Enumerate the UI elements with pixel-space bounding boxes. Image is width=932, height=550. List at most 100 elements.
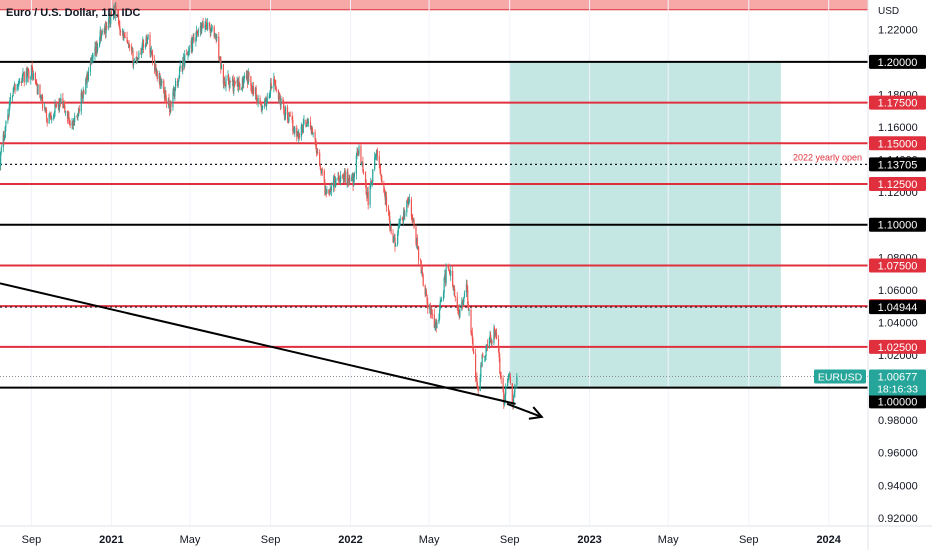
candle-body — [503, 391, 505, 405]
candle-body — [0, 151, 2, 167]
candle-body — [77, 115, 79, 118]
candle-body — [184, 54, 186, 66]
candle-body — [494, 331, 496, 334]
candle-body — [358, 146, 360, 155]
candle-body — [264, 97, 266, 101]
candle-body — [64, 105, 66, 113]
candle-body — [282, 98, 284, 103]
candle-body — [97, 46, 99, 51]
candle-body — [438, 309, 441, 320]
candle-body — [62, 105, 65, 108]
candle-body — [7, 114, 9, 121]
candle-body — [300, 125, 302, 138]
yearly-open-price-tag: 1.13705 — [878, 159, 918, 171]
candle-body — [260, 103, 262, 105]
candle-body — [62, 98, 64, 108]
candle-body — [85, 78, 88, 84]
candle-body — [27, 68, 29, 71]
candle-body — [342, 176, 344, 179]
candle-body — [468, 310, 470, 311]
candle-body — [181, 65, 183, 71]
candle-body — [419, 260, 422, 262]
candle-body — [156, 71, 158, 79]
candle-body — [158, 73, 160, 79]
candle-body — [87, 72, 89, 80]
candle-body — [49, 114, 51, 115]
symbol-tag-bg — [814, 369, 866, 384]
candle-body — [429, 305, 431, 314]
candle-body — [261, 107, 263, 111]
y-tick-label: 0.96000 — [878, 448, 918, 460]
candle-body — [385, 196, 387, 200]
candle-body — [23, 72, 25, 83]
x-tick-label: May — [658, 534, 679, 546]
candle-body — [95, 43, 97, 53]
candle-body — [495, 331, 497, 334]
candle-body — [493, 328, 495, 344]
candle-body — [384, 193, 386, 200]
candle-body — [340, 175, 342, 181]
candle-body — [406, 200, 409, 202]
candle-body — [209, 26, 211, 33]
candle-body — [301, 125, 303, 127]
candle-body — [14, 83, 16, 91]
candle-body — [201, 22, 204, 25]
candle-body — [118, 23, 120, 27]
candle-body — [292, 131, 295, 132]
candle-body — [109, 15, 111, 24]
candle-body — [421, 271, 424, 276]
candle-body — [307, 122, 309, 123]
candle-body — [360, 146, 362, 163]
time-axis-background — [0, 526, 932, 550]
candle-body — [46, 118, 48, 124]
candle-body — [236, 79, 238, 83]
candle-body — [80, 92, 82, 112]
candle-body — [133, 61, 135, 65]
candle-body — [207, 22, 209, 30]
candle-body — [132, 51, 134, 65]
candle-body — [407, 201, 409, 205]
candle-body — [486, 344, 488, 348]
candle-body — [516, 376, 518, 385]
candle-body — [200, 25, 202, 32]
candle-body — [426, 295, 428, 304]
candle-body — [495, 333, 498, 339]
candle-body — [513, 392, 515, 397]
candle-body — [173, 87, 175, 93]
candle-body — [371, 181, 373, 183]
candle-body — [328, 189, 330, 194]
candle-body — [223, 81, 225, 85]
candle-body — [309, 122, 312, 130]
candle-body — [257, 97, 259, 104]
candle-body — [138, 52, 140, 59]
drawings-layer — [0, 282, 544, 420]
candle-body — [305, 125, 308, 127]
candle-body — [154, 64, 156, 71]
x-tick-label: May — [180, 534, 201, 546]
candle-body — [296, 132, 299, 137]
candle-body — [477, 386, 479, 392]
candle-body — [279, 97, 281, 99]
candle-body — [231, 78, 234, 82]
yearly-open-text: 2022 yearly open — [793, 152, 862, 162]
candle-body — [187, 52, 189, 55]
candle-body — [376, 150, 378, 157]
candle-body — [167, 98, 169, 104]
candle-body — [233, 80, 236, 83]
candle-body — [285, 107, 287, 115]
candle-body — [26, 72, 28, 77]
candle-body — [293, 131, 295, 134]
candle-body — [317, 152, 319, 153]
candle-body — [232, 78, 234, 91]
projection-arrow-head — [528, 406, 544, 420]
candle-body — [145, 37, 147, 46]
candle-body — [296, 127, 298, 137]
candle-body — [401, 218, 403, 220]
candle-body — [415, 226, 417, 244]
candle-body — [471, 332, 473, 334]
candle-body — [448, 270, 450, 272]
candle-body — [176, 80, 179, 86]
candle-body — [252, 86, 255, 95]
